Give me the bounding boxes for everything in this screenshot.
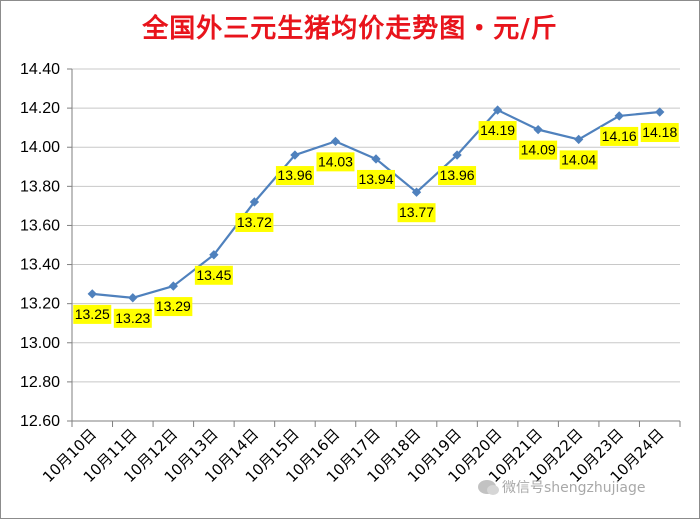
data-label: 14.09: [519, 140, 558, 160]
data-point: [209, 250, 219, 260]
series-line: [92, 108, 660, 299]
axes: [67, 68, 681, 427]
data-label-box: [316, 152, 355, 172]
data-label: 13.25: [73, 304, 112, 324]
data-label: 13.45: [194, 265, 233, 285]
data-label-box: [357, 169, 395, 189]
data-label-box: [397, 203, 436, 223]
data-point: [533, 124, 543, 135]
y-tick-label: 13.40: [20, 257, 60, 274]
data-label-box: [478, 121, 517, 141]
data-label-text: 13.94: [358, 171, 393, 187]
data-label-box: [235, 212, 274, 232]
data-label: 13.77: [397, 203, 436, 223]
series-price: [87, 105, 665, 303]
data-label-box: [640, 123, 679, 143]
data-labels: 13.25 13.23 13.29 13.45 13.72 13.96 14.03 13.94…: [73, 121, 679, 328]
data-label-text: 13.23: [115, 310, 150, 326]
data-label-box: [113, 308, 152, 328]
data-label: 13.29: [154, 297, 193, 317]
data-label: 14.18: [640, 123, 679, 143]
data-point: [411, 187, 422, 197]
data-label-box: [194, 265, 233, 285]
data-point: [492, 105, 503, 115]
y-tick-label: 14.40: [20, 61, 60, 78]
gridlines: [72, 68, 680, 383]
data-label: 13.96: [438, 166, 477, 186]
data-label-text: 13.96: [440, 167, 475, 183]
data-label-text: 14.03: [318, 153, 353, 169]
data-point: [87, 289, 97, 299]
data-point: [614, 111, 624, 121]
data-point: [290, 150, 300, 160]
data-label: 13.23: [113, 308, 152, 328]
y-tick-label: 13.80: [20, 178, 60, 195]
data-label: 14.04: [559, 150, 598, 170]
data-label-text: 14.19: [480, 122, 515, 138]
data-label-box: [275, 166, 314, 186]
data-label: 13.96: [275, 166, 314, 186]
data-label-box: [438, 166, 477, 186]
data-point: [371, 154, 381, 164]
data-label: 14.16: [600, 126, 639, 146]
data-label-text: 13.77: [399, 204, 434, 220]
data-label-text: 14.18: [642, 124, 677, 140]
data-label: 14.03: [316, 152, 355, 172]
data-label: 13.94: [357, 169, 395, 189]
y-tick-label: 12.80: [20, 374, 60, 391]
data-label: 14.19: [478, 121, 517, 141]
data-label-box: [154, 297, 193, 317]
watermark: 微信号shengzhujiage: [478, 477, 646, 497]
y-tick-label: 13.00: [20, 335, 60, 352]
watermark-text: 微信号shengzhujiage: [502, 480, 646, 496]
data-label-box: [600, 126, 639, 146]
data-label-text: 13.96: [277, 167, 312, 183]
y-tick-label: 12.60: [20, 413, 60, 430]
data-label-box: [519, 140, 558, 160]
y-tick-label: 14.20: [20, 100, 60, 117]
data-point: [573, 134, 584, 145]
data-label-box: [73, 304, 112, 324]
chart-title: 全国外三元生猪均价走势图・元/斤: [142, 14, 558, 44]
data-point: [655, 107, 665, 117]
data-label-text: 13.25: [75, 306, 110, 322]
data-point: [330, 136, 341, 147]
y-tick-label: 13.60: [20, 217, 60, 234]
y-tick-label: 14.00: [20, 139, 60, 156]
wechat-icon: [478, 480, 499, 495]
data-point: [452, 150, 462, 160]
data-label-text: 13.45: [196, 267, 231, 283]
data-label-text: 13.72: [237, 214, 272, 230]
data-label-text: 14.16: [602, 128, 637, 144]
data-label-text: 14.04: [561, 151, 596, 167]
data-point: [249, 197, 260, 207]
data-label: 13.72: [235, 212, 274, 232]
data-label-text: 14.09: [521, 142, 556, 158]
data-label-text: 13.29: [156, 298, 191, 314]
y-tick-label: 13.20: [20, 296, 60, 313]
data-label-box: [559, 150, 598, 170]
data-point: [128, 293, 138, 303]
y-axis-ticks: 12.60 12.80 13.00 13.20 13.40 13.60 13.80 14.00…: [20, 61, 60, 430]
